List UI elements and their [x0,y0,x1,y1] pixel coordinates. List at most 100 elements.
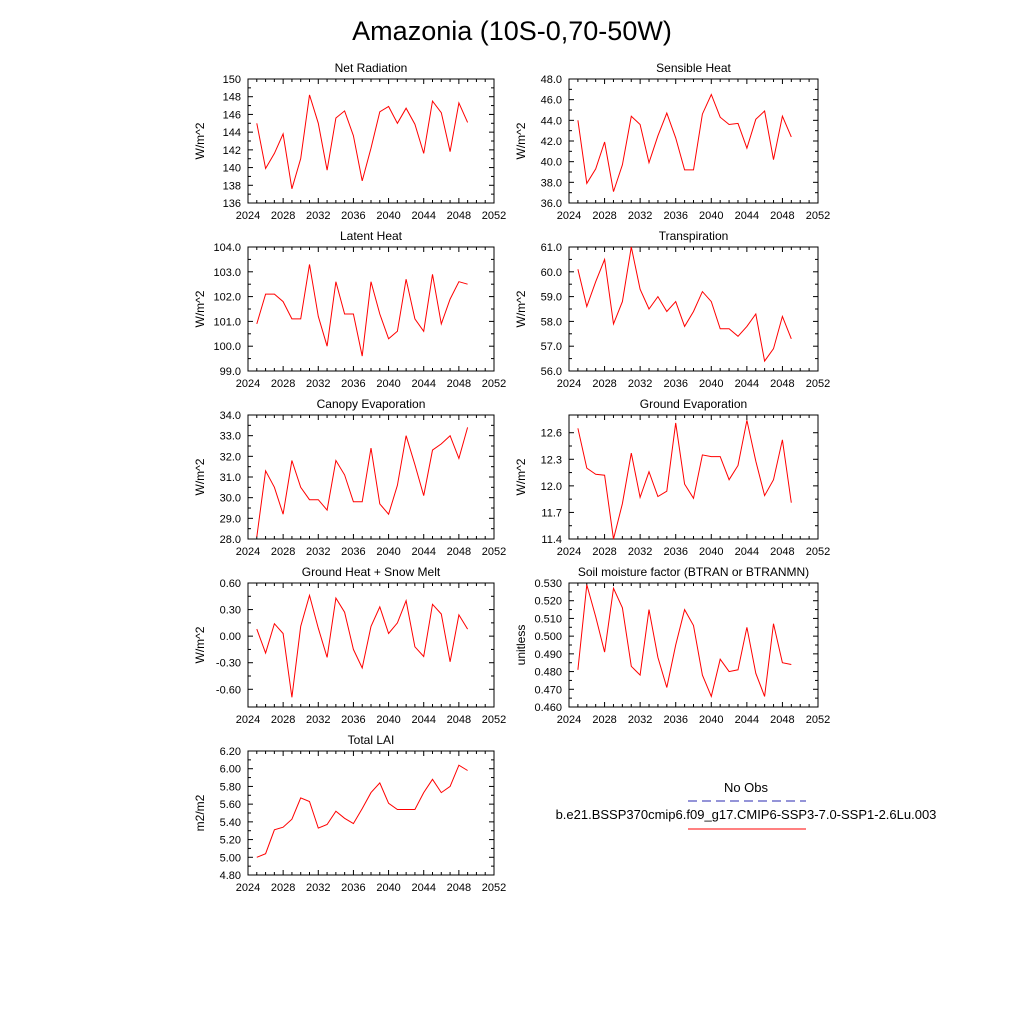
panel-title: Soil moisture factor (BTRAN or BTRANMN) [578,565,809,579]
y-tick-label: 138 [223,180,241,192]
y-tick-label: 33.0 [220,431,241,443]
legend: No Obs b.e21.BSSP370cmip6.f09_g17.CMIP6-… [556,780,937,830]
x-tick-label: 2048 [447,378,471,390]
y-tick-label: -0.30 [216,658,241,670]
y-tick-label: 103.0 [213,267,241,279]
y-tick-label: 0.00 [220,631,241,643]
x-tick-label: 2048 [447,546,471,558]
chart-panel: Ground Evaporation 2024 2028 2032 2036 2040 20… [514,397,830,558]
y-tick-label: 5.40 [220,817,241,829]
x-tick-label: 2044 [735,714,759,726]
x-tick-label: 2048 [770,378,794,390]
x-tick-label: 2024 [236,882,260,894]
x-tick-label: 2044 [735,378,759,390]
x-tick-label: 2028 [271,210,295,222]
plot-frame [568,246,819,372]
y-tick-label: 146 [223,109,241,121]
y-tick-label: 30.0 [220,493,241,505]
y-tick-label: 5.80 [220,781,241,793]
y-tick-label: 58.0 [541,316,562,328]
x-tick-label: 2040 [699,378,723,390]
x-tick-label: 2024 [236,378,260,390]
series-line [577,93,792,192]
y-tick-label: 0.530 [534,578,562,590]
y-tick-label: 136 [223,198,241,210]
x-tick-label: 2044 [411,714,435,726]
y-tick-label: 38.0 [541,177,562,189]
x-tick-label: 2052 [806,714,830,726]
y-tick-label: 28.0 [220,534,241,546]
panel-title: Ground Heat + Snow Melt [302,565,441,579]
chart-panel: Total LAI 2024 2028 2032 2036 2040 2044 2048 205… [193,733,506,894]
chart-panel: Net Radiation 2024 2028 2032 2036 2040 2044 204… [193,61,506,222]
x-tick-label: 2040 [376,546,400,558]
x-tick-label: 2032 [306,882,330,894]
y-tick-label: 0.490 [534,649,562,661]
y-tick-label: 32.0 [220,451,241,463]
y-tick-label: 0.30 [220,605,241,617]
x-tick-label: 2032 [628,546,652,558]
panel-title: Canopy Evaporation [317,397,426,411]
x-tick-label: 2036 [341,378,365,390]
y-tick-label: 12.0 [541,481,562,493]
y-tick-label: 5.20 [220,835,241,847]
x-tick-label: 2036 [341,210,365,222]
legend-obs-label: No Obs [724,780,769,795]
x-tick-label: 2028 [271,714,295,726]
panel-title: Ground Evaporation [640,397,747,411]
y-tick-label: 56.0 [541,366,562,378]
x-tick-label: 2028 [271,378,295,390]
x-tick-label: 2048 [447,714,471,726]
y-tick-label: 59.0 [541,292,562,304]
x-tick-label: 2036 [663,546,687,558]
x-tick-label: 2052 [806,546,830,558]
x-tick-label: 2048 [770,546,794,558]
plot-frame [247,414,495,540]
y-tick-label: 57.0 [541,341,562,353]
y-tick-label: 140 [223,163,241,175]
x-tick-label: 2024 [236,714,260,726]
y-tick-label: 29.0 [220,513,241,525]
y-tick-label: 100.0 [213,341,241,353]
x-tick-label: 2028 [592,210,616,222]
y-tick-label: 144 [223,127,241,139]
x-tick-label: 2032 [628,714,652,726]
y-tick-label: 0.510 [534,613,562,625]
x-tick-label: 2032 [628,378,652,390]
x-tick-label: 2036 [341,714,365,726]
y-tick-label: 60.0 [541,267,562,279]
x-tick-label: 2028 [592,546,616,558]
x-tick-label: 2040 [699,546,723,558]
x-tick-label: 2044 [735,546,759,558]
x-tick-label: 2024 [557,714,581,726]
x-tick-label: 2036 [663,714,687,726]
y-axis-label: W/m^2 [193,290,207,327]
x-tick-label: 2036 [341,546,365,558]
x-tick-label: 2040 [376,714,400,726]
y-axis-label: W/m^2 [514,122,528,159]
x-tick-label: 2036 [663,210,687,222]
y-tick-label: 150 [223,74,241,86]
y-tick-label: 11.4 [541,534,562,546]
y-axis-label: W/m^2 [514,290,528,327]
y-tick-label: 99.0 [220,366,241,378]
chart-panel: Canopy Evaporation 2024 2028 2032 2036 2040 20… [193,397,506,558]
panel-title: Latent Heat [340,229,403,243]
y-axis-label: W/m^2 [193,626,207,663]
x-tick-label: 2028 [592,714,616,726]
plot-frame [247,78,495,204]
x-tick-label: 2024 [236,546,260,558]
x-tick-label: 2052 [482,210,506,222]
x-tick-label: 2032 [628,210,652,222]
y-tick-label: 40.0 [541,157,562,169]
legend-case-label: b.e21.BSSP370cmip6.f09_g17.CMIP6-SSP3-7.… [556,807,937,822]
series-line [577,246,792,363]
y-tick-label: 48.0 [541,74,562,86]
y-tick-label: 142 [223,145,241,157]
chart-panel: Ground Heat + Snow Melt 2024 2028 2032 2036 2… [193,565,506,726]
chart-panel: Transpiration 2024 2028 2032 2036 2040 2044 204… [514,229,830,390]
x-tick-label: 2048 [770,210,794,222]
y-axis-label: m2/m2 [193,794,207,831]
x-tick-label: 2052 [806,378,830,390]
plot-frame [247,246,495,372]
